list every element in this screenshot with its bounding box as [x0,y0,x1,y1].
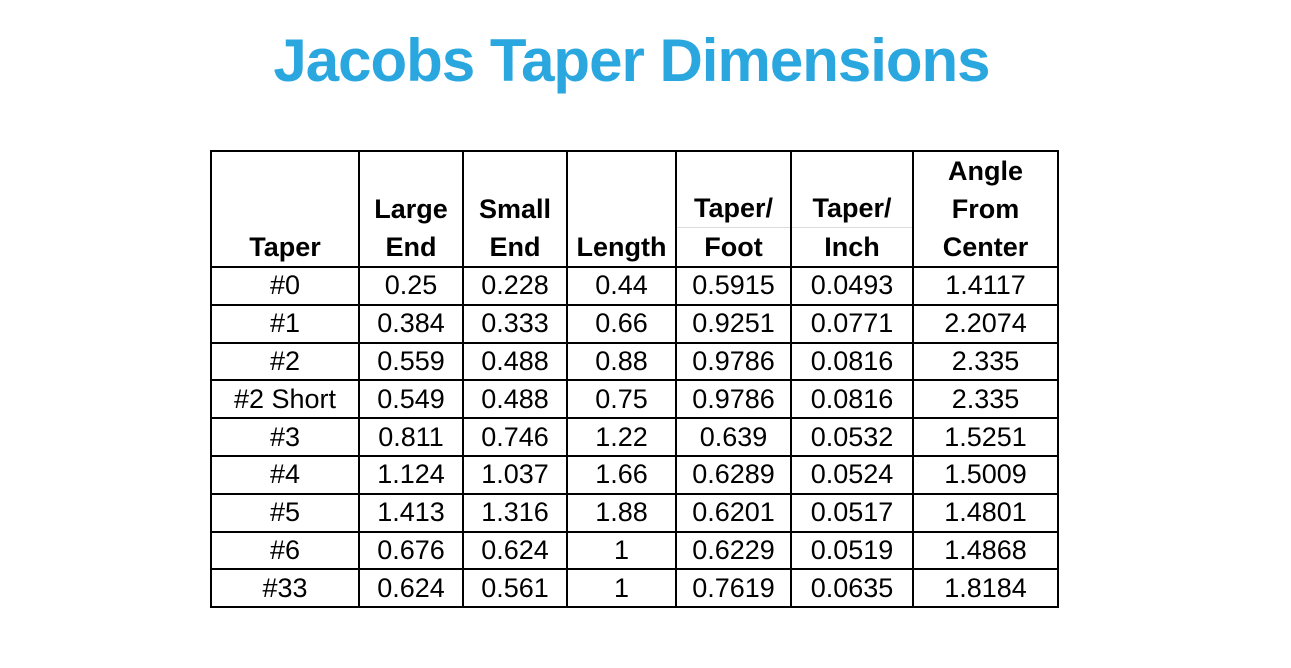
cell-large-end: 0.811 [358,417,464,457]
cell-taper-foot: 0.5915 [675,266,792,306]
table-row: #6 0.676 0.624 1 0.6229 0.0519 1.4868 [210,530,1059,571]
cell-taper-inch: 0.0493 [790,266,914,306]
cell-length: 0.44 [566,266,677,306]
cell-length: 1.88 [566,492,677,533]
cell-length: 1 [566,530,677,571]
cell-taper-foot: 0.7619 [675,568,792,609]
col-header-large-end: Large End [358,150,464,268]
cell-large-end: 1.124 [358,454,464,495]
cell-taper-foot: 0.639 [675,417,792,457]
cell-length: 0.88 [566,341,677,382]
cell-angle: 1.4117 [912,266,1059,306]
col-header-line: End [489,232,541,262]
cell-small-end: 1.037 [462,454,568,495]
cell-taper: #5 [210,492,360,533]
cell-angle: 1.4801 [912,492,1059,533]
col-header-taper-inch: Taper/ Inch [790,150,914,268]
table-row: #4 1.124 1.037 1.66 0.6289 0.0524 1.5009 [210,454,1059,495]
cell-taper-inch: 0.0635 [790,568,914,609]
cell-length: 0.75 [566,379,677,420]
taper-dimensions-table-container: Taper Large End Small End Length Taper/ [210,150,1059,609]
cell-small-end: 1.316 [462,492,568,533]
table-row: #2 Short 0.549 0.488 0.75 0.9786 0.0816 … [210,379,1059,420]
cell-small-end: 0.488 [462,379,568,420]
cell-taper: #6 [210,530,360,571]
cell-length: 1 [566,568,677,609]
page-title: Jacobs Taper Dimensions [273,27,990,94]
cell-taper-inch: 0.0517 [790,492,914,533]
cell-taper: #2 Short [210,379,360,420]
cell-small-end: 0.333 [462,303,568,344]
cell-small-end: 0.228 [462,266,568,306]
cell-angle: 2.2074 [912,303,1059,344]
cell-taper-foot: 0.9786 [675,341,792,382]
cell-angle: 1.5009 [912,454,1059,495]
col-header-line: Angle [947,156,1023,186]
cell-angle: 2.335 [912,341,1059,382]
cell-taper-foot: 0.6289 [675,454,792,495]
col-header-line: Center [942,232,1029,262]
cell-length: 1.22 [566,417,677,457]
cell-taper-inch: 0.0532 [790,417,914,457]
col-header-angle-from-center: Angle From Center [912,150,1059,268]
cell-taper: #4 [210,454,360,495]
cell-length: 0.66 [566,303,677,344]
cell-large-end: 0.624 [358,568,464,609]
col-header-line: Length [576,232,667,262]
table-row: #0 0.25 0.228 0.44 0.5915 0.0493 1.4117 [210,266,1059,306]
col-header-small-end: Small End [462,150,568,268]
cell-taper-inch: 0.0816 [790,341,914,382]
cell-taper: #0 [210,266,360,306]
header-row: Taper Large End Small End Length Taper/ [210,150,1059,268]
cell-taper-inch: 0.0816 [790,379,914,420]
cell-small-end: 0.624 [462,530,568,571]
table-row: #3 0.811 0.746 1.22 0.639 0.0532 1.5251 [210,417,1059,457]
cell-angle: 1.5251 [912,417,1059,457]
cell-taper: #33 [210,568,360,609]
col-header-taper-foot: Taper/ Foot [675,150,792,268]
col-header-line: Taper [249,232,321,262]
col-header-line: Foot [677,227,790,266]
cell-large-end: 0.549 [358,379,464,420]
cell-taper-foot: 0.9786 [675,379,792,420]
cell-taper-inch: 0.0524 [790,454,914,495]
col-header-length: Length [566,150,677,268]
table-row: #2 0.559 0.488 0.88 0.9786 0.0816 2.335 [210,341,1059,382]
table-row: #1 0.384 0.333 0.66 0.9251 0.0771 2.2074 [210,303,1059,344]
cell-large-end: 0.384 [358,303,464,344]
cell-angle: 2.335 [912,379,1059,420]
cell-taper-inch: 0.0519 [790,530,914,571]
table-row: #5 1.413 1.316 1.88 0.6201 0.0517 1.4801 [210,492,1059,533]
cell-small-end: 0.746 [462,417,568,457]
taper-dimensions-table: Taper Large End Small End Length Taper/ [210,150,1059,609]
cell-small-end: 0.561 [462,568,568,609]
cell-taper-inch: 0.0771 [790,303,914,344]
col-header-line: End [385,232,437,262]
cell-length: 1.66 [566,454,677,495]
cell-small-end: 0.488 [462,341,568,382]
cell-angle: 1.4868 [912,530,1059,571]
col-header-line: Large [374,194,448,224]
cell-large-end: 0.25 [358,266,464,306]
cell-large-end: 0.559 [358,341,464,382]
col-header-line: Small [478,194,552,224]
cell-angle: 1.8184 [912,568,1059,609]
cell-taper: #3 [210,417,360,457]
cell-large-end: 1.413 [358,492,464,533]
col-header-line: From [951,194,1020,224]
cell-taper-foot: 0.6229 [675,530,792,571]
cell-taper-foot: 0.9251 [675,303,792,344]
cell-large-end: 0.676 [358,530,464,571]
col-header-line: Taper/ [693,193,774,223]
cell-taper: #2 [210,341,360,382]
col-header-taper: Taper [210,150,360,268]
col-header-line: Inch [792,227,912,266]
col-header-line: Taper/ [812,193,892,223]
cell-taper-foot: 0.6201 [675,492,792,533]
cell-taper: #1 [210,303,360,344]
table-row: #33 0.624 0.561 1 0.7619 0.0635 1.8184 [210,568,1059,609]
